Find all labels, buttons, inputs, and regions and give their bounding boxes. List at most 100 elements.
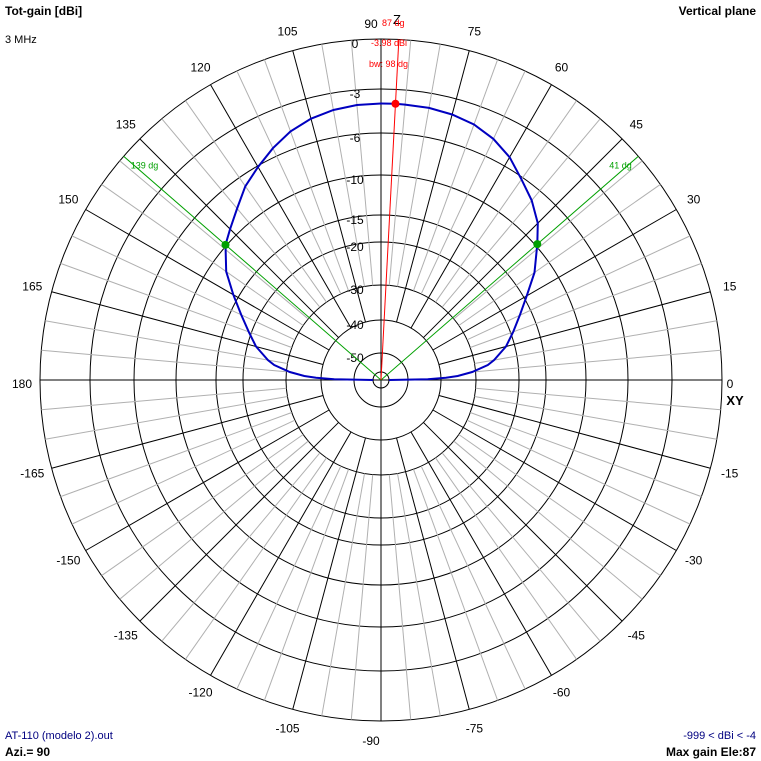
- radial-line-minor: [413, 469, 499, 701]
- radial-line-major: [51, 395, 324, 469]
- db-ring-label: -30: [346, 283, 364, 297]
- radial-line-major: [396, 50, 470, 323]
- angle-tick-label: -15: [721, 466, 739, 480]
- radial-line-major: [432, 409, 677, 551]
- radial-line-minor: [458, 184, 661, 326]
- angle-tick-label: -135: [114, 628, 138, 642]
- radial-line-minor: [71, 419, 296, 525]
- radial-line-minor: [263, 469, 349, 701]
- radial-line-minor: [474, 396, 717, 440]
- db-ring-label: -6: [350, 131, 361, 145]
- hp-marker-right: [533, 240, 542, 249]
- angle-tick-label: -105: [276, 722, 300, 736]
- hp-left-annotation: 139 dg: [131, 161, 159, 171]
- radial-line-minor: [236, 465, 342, 690]
- radial-line-minor: [466, 419, 691, 525]
- radial-line-minor: [60, 412, 292, 498]
- angle-tick-label: -60: [553, 686, 571, 700]
- max-gain-annotation: -3.98 dBi: [371, 38, 407, 48]
- radial-line-minor: [350, 474, 374, 720]
- radial-line-minor: [470, 412, 702, 498]
- radial-line-minor: [321, 473, 365, 716]
- angle-tick-label: 105: [278, 24, 298, 38]
- azimuth-label: Azi.= 90: [5, 745, 51, 759]
- max-gain-label: Max gain Ele:87: [665, 745, 756, 759]
- radial-line-major: [396, 437, 470, 710]
- radial-line-major: [139, 422, 339, 622]
- radial-line-major: [438, 395, 711, 469]
- angle-tick-label: -150: [56, 554, 80, 568]
- db-ring-label: -20: [346, 240, 364, 254]
- radial-line-major: [423, 138, 623, 338]
- gain-range-label: -999 < dBi < -4: [683, 730, 756, 742]
- angle-tick-label: 150: [58, 193, 78, 207]
- axis-label-xy: XY: [726, 393, 744, 408]
- plane-label: Vertical plane: [678, 4, 756, 18]
- frequency-label: 3 MHz: [5, 34, 37, 46]
- db-ring-label: -15: [346, 213, 364, 227]
- radial-line-minor: [466, 235, 691, 341]
- file-name-label: AT-110 (modelo 2).out: [5, 730, 113, 742]
- radial-line-minor: [435, 457, 577, 660]
- radial-line-minor: [101, 434, 304, 576]
- radial-line-major: [210, 84, 352, 329]
- radial-line-major: [410, 84, 552, 329]
- angle-tick-label: 75: [468, 24, 482, 38]
- radial-line-minor: [388, 40, 412, 286]
- db-ring-label: -3: [350, 87, 361, 101]
- radial-line-minor: [435, 100, 577, 303]
- radial-line-minor: [71, 235, 296, 341]
- radial-line-minor: [101, 184, 304, 326]
- chart-title: Tot-gain [dBi]: [5, 4, 83, 18]
- radial-line-minor: [388, 474, 412, 720]
- radial-line-minor: [397, 44, 441, 287]
- radial-line-minor: [413, 59, 499, 291]
- radial-line-minor: [441, 118, 601, 308]
- angle-tick-label: 15: [723, 280, 737, 294]
- angle-tick-label: 135: [116, 118, 136, 132]
- angle-tick-label: 120: [190, 60, 210, 74]
- radial-line-minor: [236, 70, 342, 295]
- radial-line-major: [139, 138, 339, 338]
- axis-label-z: Z: [393, 12, 401, 27]
- db-ring-label: -40: [346, 318, 364, 332]
- radial-line-major: [292, 50, 366, 323]
- angle-tick-label: -165: [20, 466, 44, 480]
- angle-tick-label: 180: [12, 377, 32, 391]
- db-ring-label: 0: [352, 37, 359, 51]
- radial-line-minor: [41, 349, 287, 373]
- radial-line-minor: [119, 160, 309, 320]
- radial-line-major: [410, 431, 552, 676]
- radial-line-major: [423, 422, 623, 622]
- radial-line-major: [210, 431, 352, 676]
- radial-line-minor: [458, 434, 661, 576]
- radial-line-minor: [474, 320, 717, 364]
- db-ring-label: -10: [346, 173, 364, 187]
- radial-line-major: [51, 291, 324, 365]
- angle-tick-label: -120: [188, 686, 212, 700]
- radial-line-minor: [441, 452, 601, 642]
- angle-tick-label: -75: [466, 722, 484, 736]
- radial-line-minor: [453, 440, 643, 600]
- hp-line-left: [123, 155, 382, 381]
- radial-line-major: [85, 409, 330, 551]
- angle-tick-label: 45: [630, 118, 644, 132]
- radial-line-minor: [420, 465, 526, 690]
- radial-line-minor: [350, 40, 374, 286]
- radial-line-minor: [45, 396, 288, 440]
- angle-tick-label: -45: [628, 628, 646, 642]
- beamwidth-annotation: bw: 98 dg: [369, 59, 408, 69]
- angle-tick-label: -90: [362, 734, 380, 748]
- max-angle-annotation: 87 dg: [382, 18, 405, 28]
- radial-line-minor: [475, 387, 721, 411]
- hp-line-right: [380, 155, 639, 381]
- radial-line-minor: [45, 320, 288, 364]
- angle-tick-label: 60: [555, 60, 569, 74]
- angle-tick-label: -30: [685, 554, 703, 568]
- radial-line-major: [292, 437, 366, 710]
- radial-line-minor: [41, 387, 287, 411]
- radial-line-minor: [397, 473, 441, 716]
- hp-marker-left: [221, 240, 230, 249]
- radial-line-minor: [420, 70, 526, 295]
